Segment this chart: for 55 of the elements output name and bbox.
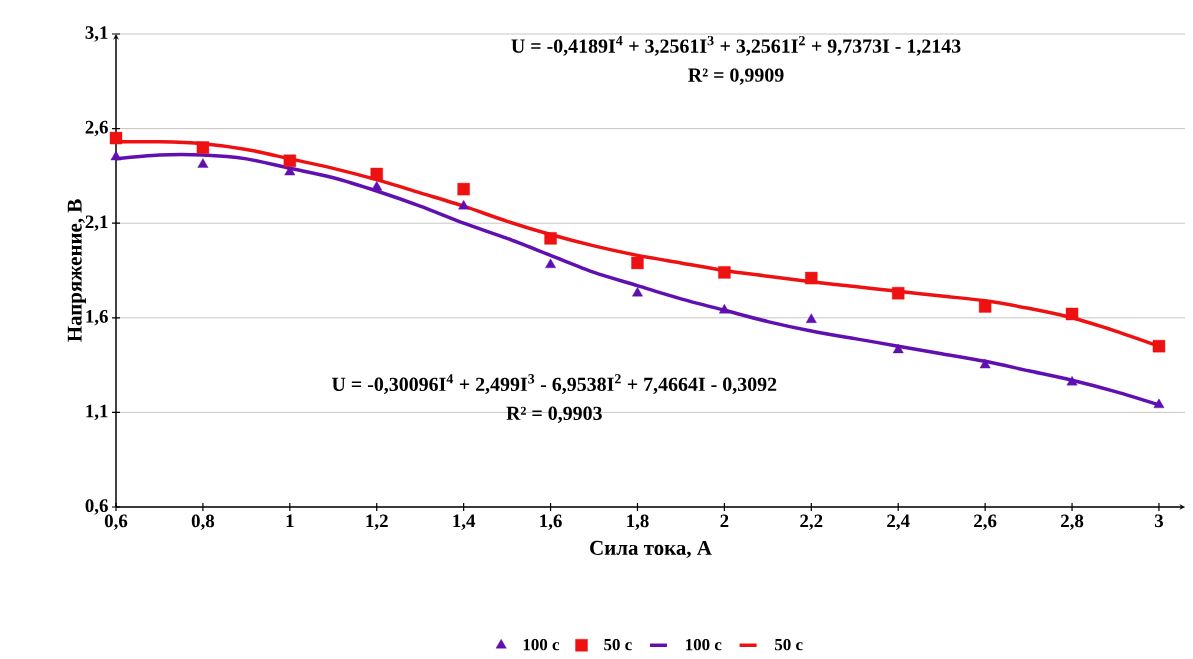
point — [371, 181, 383, 191]
x-tick-label: 2,8 — [1061, 514, 1084, 531]
point — [805, 313, 817, 323]
x-tick-label: 1,4 — [453, 514, 476, 530]
point — [458, 199, 470, 210]
point — [370, 167, 383, 181]
point — [283, 154, 297, 167]
y-tick-label: 2,1 — [85, 215, 108, 231]
point — [1153, 398, 1165, 409]
point — [979, 358, 991, 369]
point — [631, 256, 644, 270]
point — [892, 343, 904, 354]
x-tick-label: 0,6 — [104, 514, 128, 531]
x-axis-title: Сила тока, А — [590, 540, 712, 558]
x-tick-label: 0,8 — [191, 514, 215, 531]
point — [978, 300, 992, 313]
point — [1065, 307, 1079, 321]
legend-label: 100 c — [686, 638, 722, 651]
legend-label: 50 c — [775, 638, 803, 651]
x-tick-label: 2,6 — [974, 514, 997, 530]
point — [544, 232, 557, 245]
point — [110, 150, 122, 161]
point — [109, 131, 123, 145]
point — [719, 304, 730, 314]
point — [545, 258, 556, 269]
point — [718, 266, 731, 279]
point — [284, 165, 296, 176]
annotation: R² = 0,9909 — [688, 68, 784, 85]
legend-label: 100 c — [523, 638, 560, 651]
point — [632, 287, 643, 297]
point — [892, 287, 905, 300]
x-tick-label: 1 — [286, 514, 294, 528]
point — [457, 182, 470, 196]
y-axis-title: Напряжение, В — [67, 199, 86, 342]
x-tick-label: 1,2 — [366, 514, 388, 530]
point — [805, 271, 818, 285]
point — [196, 141, 210, 154]
y-tick-label: 1,1 — [86, 404, 108, 421]
x-tick-label: 1,6 — [540, 514, 562, 530]
point — [197, 158, 209, 168]
x-tick-label: 2 — [720, 514, 729, 528]
point — [1152, 339, 1166, 353]
x-tick-label: 3 — [1154, 514, 1164, 528]
y-tick-label: 0,6 — [85, 499, 108, 515]
x-tick-label: 2,4 — [887, 514, 910, 530]
y-tick-label: 3,1 — [85, 26, 108, 42]
annotation: U = -0,30096I$^{4}$ + 2,499I$^{3}$ - 6,9538I$^{2}$ + 7,4664I - 0,3092 — [332, 374, 777, 394]
y-tick-label: 2,6 — [85, 120, 108, 137]
x-tick-label: 1,8 — [627, 514, 649, 531]
y-tick-label: 1,6 — [86, 310, 108, 326]
x-tick-label: 2,2 — [800, 514, 823, 530]
annotation: U = -0,4189I$^{4}$ + 3,2561I$^{3}$ + 3,2561I$^{2}$ + 9,7373I - 1,2143 — [511, 35, 961, 56]
annotation: R² = 0,9903 — [506, 406, 602, 423]
point — [1066, 375, 1078, 386]
legend-label: 50 c — [604, 638, 632, 651]
